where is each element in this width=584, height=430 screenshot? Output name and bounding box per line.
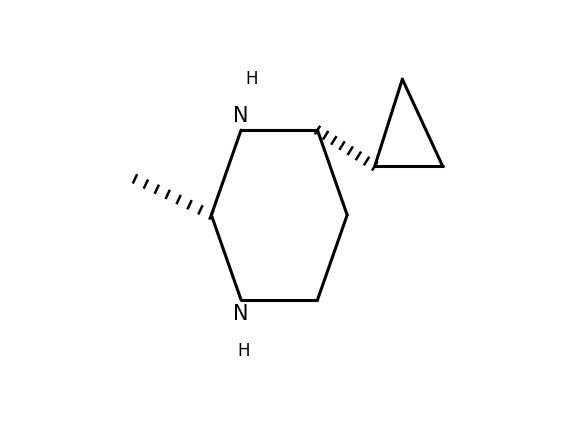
Text: N: N — [234, 106, 249, 126]
Text: H: H — [237, 342, 249, 360]
Text: N: N — [234, 304, 249, 324]
Text: H: H — [245, 70, 258, 88]
